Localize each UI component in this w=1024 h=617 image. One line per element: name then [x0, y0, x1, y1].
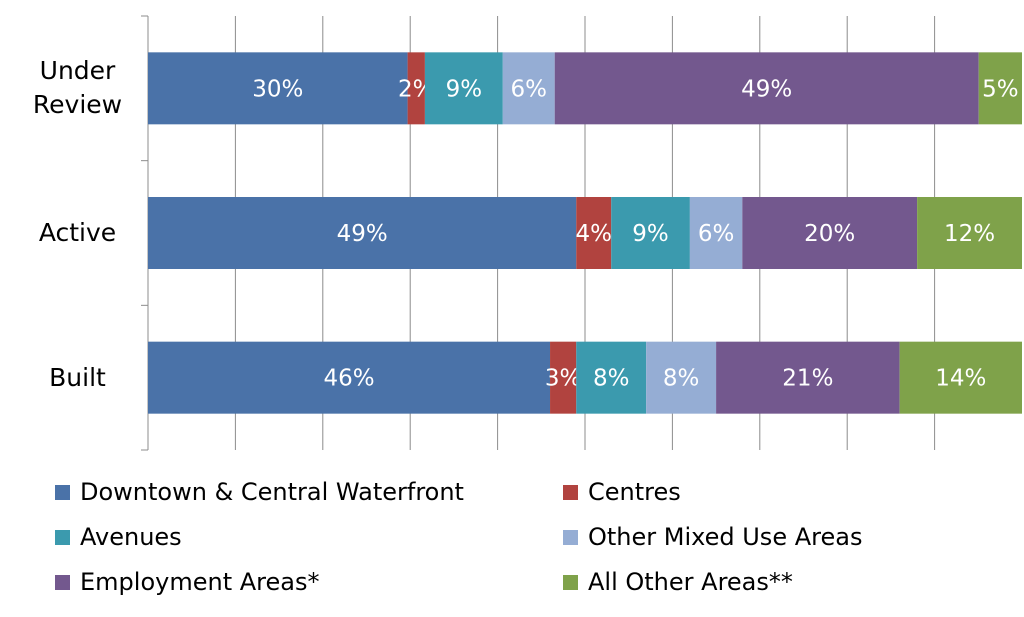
legend-item: Employment Areas*: [55, 562, 319, 602]
bar-segment: [611, 197, 690, 269]
bar-segment: [502, 52, 555, 125]
bar-segment: [899, 341, 1022, 414]
data-label: 8%: [593, 366, 630, 392]
legend-swatch: [55, 484, 70, 500]
data-label: 6%: [698, 221, 735, 247]
data-label: 46%: [323, 366, 374, 392]
bar-segment: [148, 197, 577, 269]
bar-segment: [407, 52, 425, 125]
chart-legend: Downtown & Central Waterfront Centres Aven…: [55, 472, 995, 612]
category-label: Built: [49, 362, 106, 392]
legend-item: Downtown & Central Waterfront: [55, 472, 464, 512]
bar-segment: [646, 341, 717, 414]
legend-label: Centres: [588, 478, 681, 506]
bar-segment: [550, 341, 577, 414]
data-label: 12%: [944, 221, 995, 247]
data-label: 9%: [632, 221, 669, 247]
category-label: Under Review: [32, 56, 123, 120]
legend-label: Employment Areas*: [80, 568, 320, 596]
bar-segment: [742, 197, 918, 269]
data-label: 49%: [337, 221, 388, 247]
data-label: 5%: [982, 76, 1019, 102]
legend-label: Downtown & Central Waterfront: [80, 478, 464, 506]
legend-label: Other Mixed Use Areas: [588, 523, 863, 551]
legend-label: Avenues: [80, 523, 182, 551]
legend-item: Other Mixed Use Areas: [563, 517, 862, 557]
data-label: 8%: [663, 366, 700, 392]
bar-segment: [917, 197, 1022, 269]
data-label: 4%: [575, 221, 612, 247]
bar-segment: [689, 197, 743, 269]
data-label: 49%: [741, 76, 792, 102]
data-label: 20%: [804, 221, 855, 247]
data-label: 14%: [935, 366, 986, 392]
bar-segment: [148, 341, 551, 414]
bar-segment: [576, 341, 647, 414]
data-label: 6%: [511, 76, 548, 102]
legend-swatch: [55, 574, 70, 590]
legend-swatch: [55, 529, 70, 545]
bar-segment: [978, 52, 1022, 125]
data-label: 3%: [545, 366, 582, 392]
category-label: Active: [38, 218, 117, 247]
legend-item: Centres: [563, 472, 681, 512]
data-label: 9%: [446, 76, 483, 102]
data-label: 21%: [782, 366, 833, 392]
bar-segment: [424, 52, 503, 125]
bar-segment: [716, 341, 900, 414]
legend-item: All Other Areas**: [563, 562, 793, 602]
chart-plot-area: 30% 2% 9% 6% 49% 5%49% 4% 9% 6% 20% 12%46% 3% 8% 8% 21…: [141, 15, 1022, 451]
legend-label: All Other Areas**: [588, 568, 793, 596]
bar-segment: [576, 197, 612, 269]
legend-swatch: [563, 529, 578, 545]
data-label: 30%: [252, 76, 303, 102]
bar-segment: [148, 52, 408, 125]
legend-item: Avenues: [55, 517, 182, 557]
legend-swatch: [563, 574, 578, 590]
legend-swatch: [563, 484, 578, 500]
bar-segment: [554, 52, 979, 125]
